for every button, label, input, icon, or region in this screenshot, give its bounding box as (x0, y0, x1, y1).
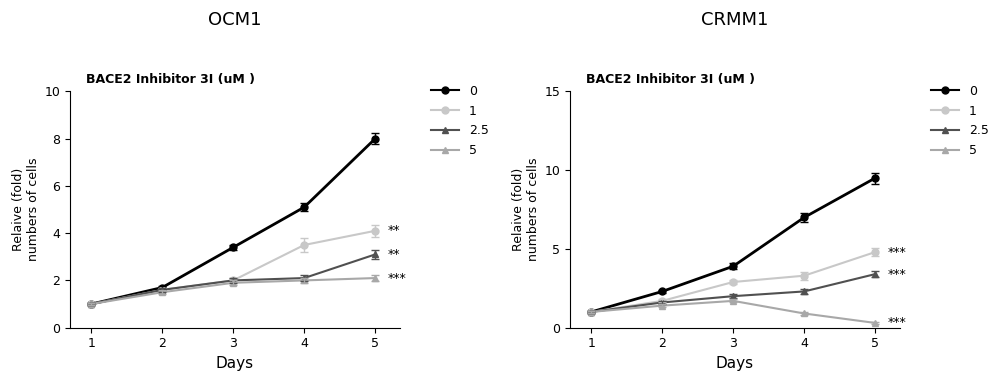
Text: **: ** (388, 224, 400, 237)
Text: ***: *** (888, 246, 907, 259)
Legend: 0, 1, 2.5, 5: 0, 1, 2.5, 5 (426, 80, 494, 162)
X-axis label: Days: Days (716, 356, 754, 371)
Y-axis label: Relaive (fold)
numbers of cells: Relaive (fold) numbers of cells (512, 158, 540, 261)
Text: CRMM1: CRMM1 (701, 11, 769, 29)
Text: ***: *** (388, 272, 407, 285)
Text: BACE2 Inhibitor 3I (uM ): BACE2 Inhibitor 3I (uM ) (87, 73, 256, 86)
Y-axis label: Relaive (fold)
numbers of cells: Relaive (fold) numbers of cells (12, 158, 40, 261)
Text: BACE2 Inhibitor 3I (uM ): BACE2 Inhibitor 3I (uM ) (586, 73, 756, 86)
Text: **: ** (388, 248, 400, 261)
Legend: 0, 1, 2.5, 5: 0, 1, 2.5, 5 (926, 80, 994, 162)
Text: ***: *** (888, 317, 907, 330)
Text: OCM1: OCM1 (208, 11, 262, 29)
Text: ***: *** (888, 267, 907, 281)
X-axis label: Days: Days (216, 356, 254, 371)
